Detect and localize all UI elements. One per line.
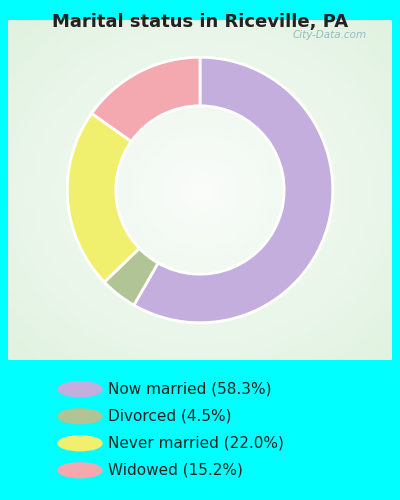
- Circle shape: [58, 463, 102, 477]
- Wedge shape: [92, 57, 200, 142]
- Circle shape: [58, 409, 102, 424]
- Circle shape: [58, 436, 102, 450]
- Wedge shape: [134, 57, 333, 323]
- Text: City-Data.com: City-Data.com: [292, 30, 367, 40]
- Wedge shape: [67, 114, 139, 282]
- Circle shape: [58, 382, 102, 396]
- Text: Divorced (4.5%): Divorced (4.5%): [108, 409, 232, 424]
- Text: Widowed (15.2%): Widowed (15.2%): [108, 463, 243, 478]
- Text: Never married (22.0%): Never married (22.0%): [108, 436, 284, 451]
- Text: Now married (58.3%): Now married (58.3%): [108, 382, 272, 397]
- Text: Marital status in Riceville, PA: Marital status in Riceville, PA: [52, 12, 348, 30]
- Wedge shape: [104, 248, 158, 305]
